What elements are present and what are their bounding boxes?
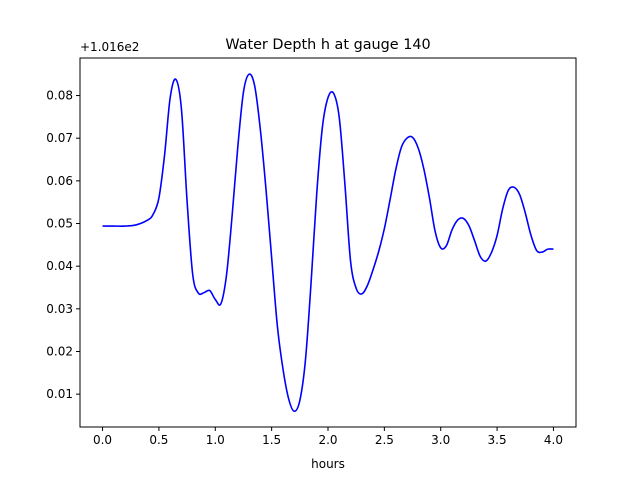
y-tick-label: 0.03 — [46, 302, 73, 316]
x-axis-label: hours — [311, 457, 345, 471]
x-tick-label: 3.5 — [488, 433, 507, 447]
x-tick-label: 4.0 — [544, 433, 563, 447]
x-tick-label: 0.0 — [93, 433, 112, 447]
x-tick-label: 2.5 — [375, 433, 394, 447]
x-tick-label: 1.5 — [262, 433, 281, 447]
x-tick-label: 1.0 — [206, 433, 225, 447]
y-tick-label: 0.08 — [46, 89, 73, 103]
y-tick-label: 0.07 — [46, 131, 73, 145]
y-tick-label: 0.02 — [46, 344, 73, 358]
y-offset-label: +1.016e2 — [80, 40, 139, 54]
y-tick-label: 0.01 — [46, 387, 73, 401]
x-tick-label: 2.0 — [318, 433, 337, 447]
series-line — [102, 73, 554, 413]
x-tick-label: 0.5 — [149, 433, 168, 447]
x-tick-label: 3.0 — [431, 433, 450, 447]
y-tick-label: 0.04 — [46, 259, 73, 273]
y-tick-label: 0.05 — [46, 217, 73, 231]
y-tick-label: 0.06 — [46, 174, 73, 188]
plot-area: 0.0 0.5 1.0 1.5 2.0 2.5 3.0 3.5 4.0 0.01 0.02 0.03 0… — [46, 57, 577, 447]
chart-title: Water Depth h at gauge 140 — [225, 37, 430, 53]
